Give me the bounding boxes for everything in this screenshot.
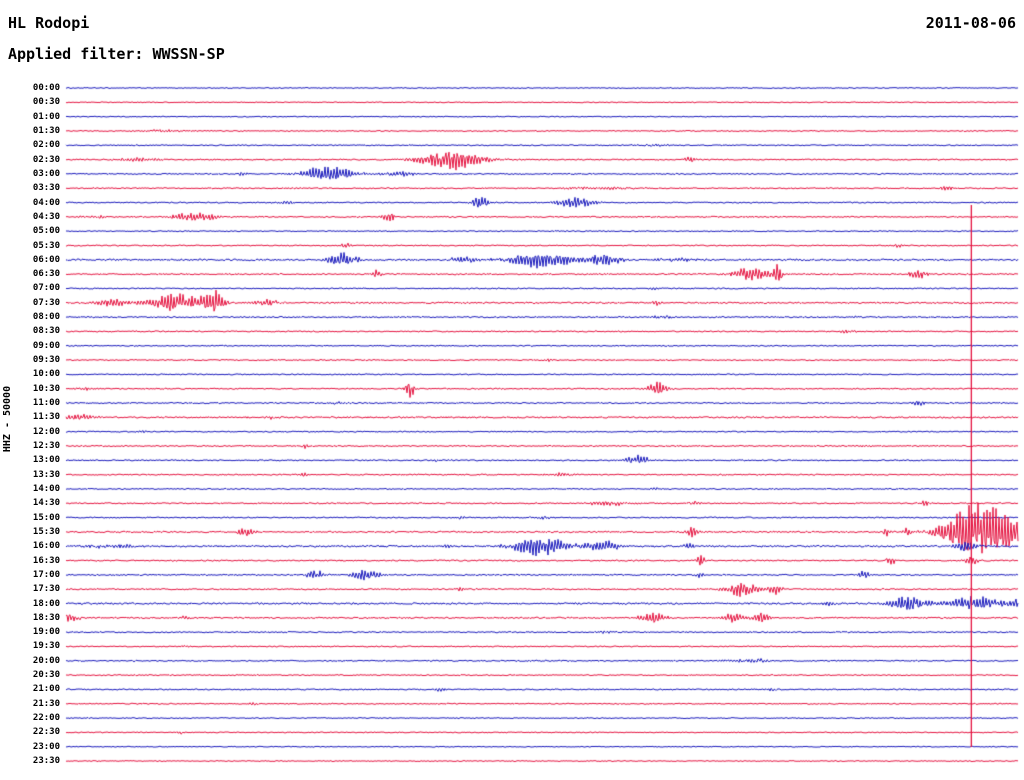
helicorder-page: HL Rodopi 2011-08-06 Applied filter: WWS…	[0, 0, 1024, 780]
helicorder-plot	[0, 0, 1024, 780]
